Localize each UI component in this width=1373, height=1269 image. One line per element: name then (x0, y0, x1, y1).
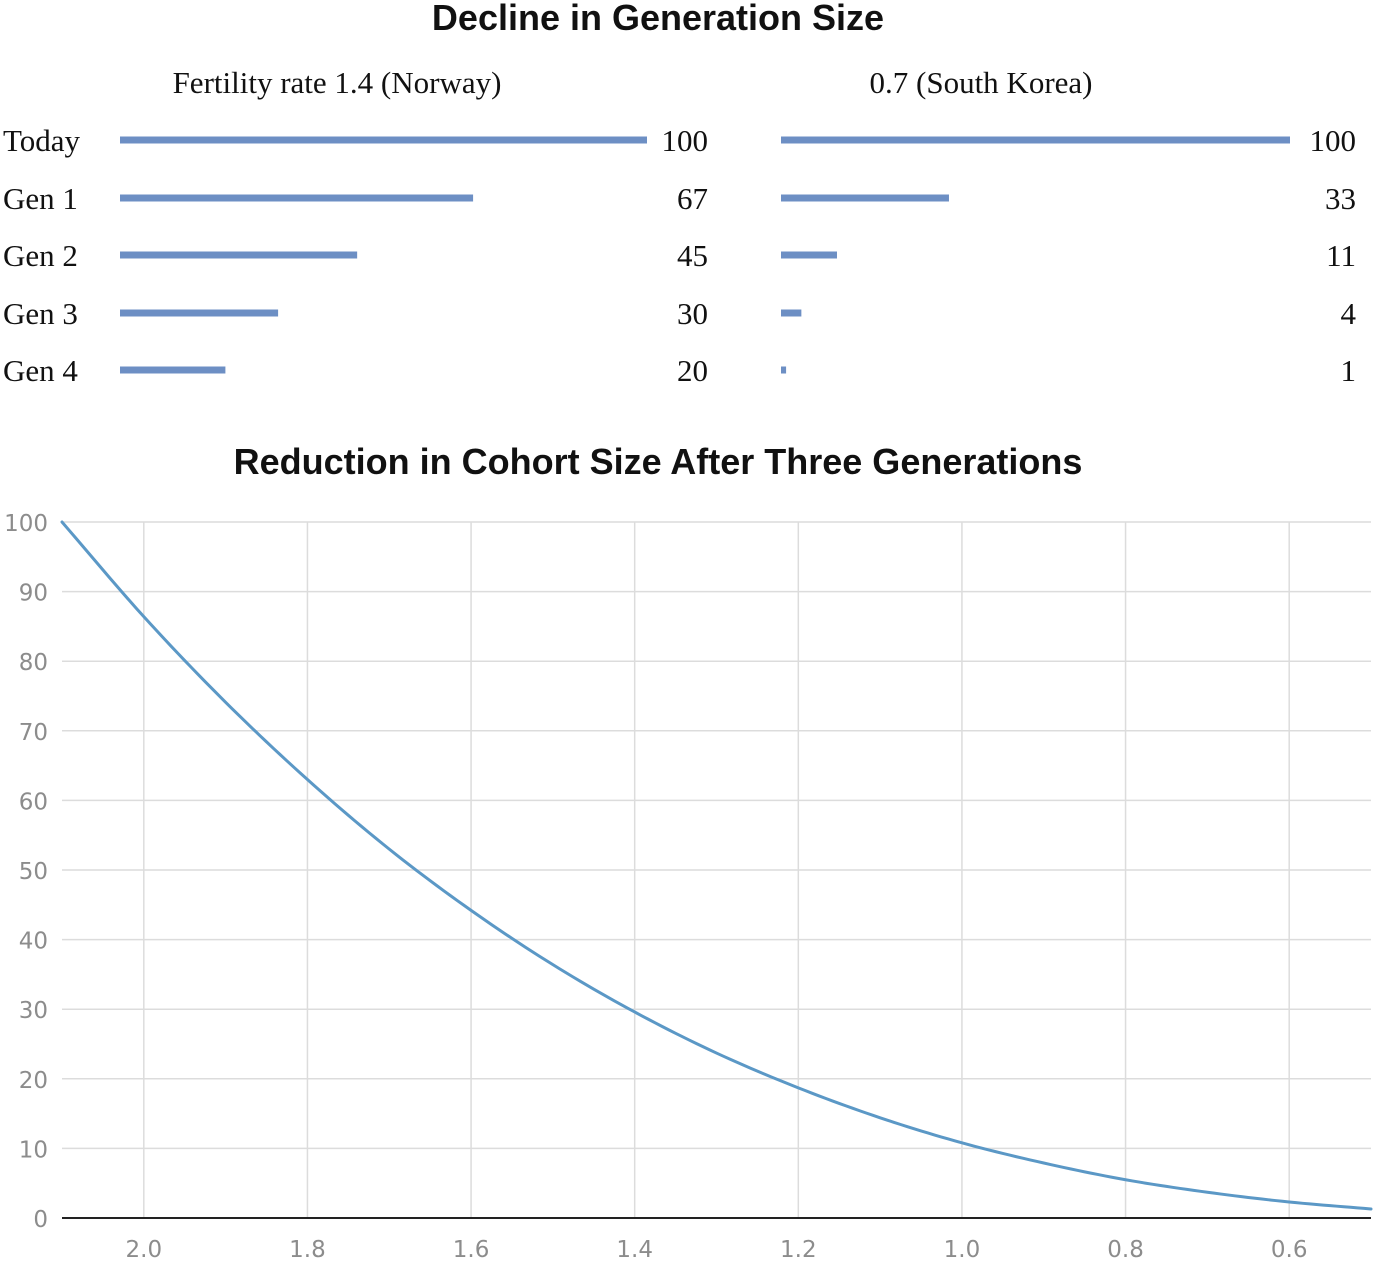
bar-value-label: 100 (1310, 123, 1357, 158)
x-tick-label: 0.8 (1107, 1237, 1144, 1263)
bar-value-label: 45 (677, 238, 708, 273)
y-tick-label: 100 (4, 511, 48, 537)
bar (781, 194, 949, 202)
y-tick-label: 10 (19, 1137, 48, 1163)
line-chart-title: Reduction in Cohort Size After Three Gen… (234, 441, 1083, 482)
line-layer (60, 520, 1373, 1211)
y-tick-label: 0 (33, 1207, 48, 1233)
category-label: Gen 1 (3, 181, 78, 216)
x-tick-label: 1.6 (453, 1237, 490, 1263)
y-tick-label: 90 (19, 581, 48, 607)
x-tick-label: 1.8 (289, 1237, 326, 1263)
y-tick-label: 50 (19, 859, 48, 885)
bar (120, 366, 226, 374)
bar (781, 136, 1290, 144)
category-label: Gen 2 (3, 238, 78, 273)
y-tick-label: 30 (19, 998, 48, 1024)
bar-value-label: 11 (1326, 238, 1356, 273)
bar (781, 309, 802, 317)
category-label: Today (3, 123, 81, 158)
x-tick-label: 1.4 (616, 1237, 653, 1263)
y-tick-label: 60 (19, 789, 48, 815)
x-tick-label: 2.0 (126, 1237, 163, 1263)
axes: 0 10 20 30 40 50 60 70 80 90 100 2.0 1.8 1.6 1.4 1.2 1.0… (4, 511, 1371, 1263)
x-tick-label: 0.6 (1271, 1237, 1308, 1263)
panel-label-norway: Fertility rate 1.4 (Norway) (173, 65, 502, 100)
y-tick-label: 80 (19, 650, 48, 676)
y-tick-label: 70 (19, 720, 48, 746)
bar (120, 309, 279, 317)
x-tick-label: 1.2 (780, 1237, 817, 1263)
bar (120, 136, 647, 144)
gridlines (62, 521, 1371, 1218)
bar-value-label: 20 (677, 353, 708, 388)
y-tick-label: 20 (19, 1068, 48, 1094)
bar (781, 366, 787, 374)
bar-value-label: 33 (1325, 181, 1356, 216)
y-tick-label: 40 (19, 929, 48, 955)
category-label: Gen 3 (3, 296, 78, 331)
bar-value-label: 67 (677, 181, 708, 216)
bar-layer: Today Gen 1 Gen 2 Gen 3 Gen 4 100 67 45 30 20 100 3… (3, 123, 1357, 388)
bar (120, 194, 474, 202)
x-tick-label: 1.0 (944, 1237, 981, 1263)
bar (120, 251, 358, 259)
bar (781, 251, 837, 259)
bar-value-label: 4 (1341, 296, 1357, 331)
bar-value-label: 1 (1341, 353, 1357, 388)
category-label: Gen 4 (3, 353, 78, 388)
panel-label-south-korea: 0.7 (South Korea) (870, 65, 1093, 100)
series-line (60, 520, 1373, 1211)
bar-value-label: 30 (677, 296, 708, 331)
bar-value-label: 100 (662, 123, 709, 158)
bar-chart-title: Decline in Generation Size (432, 0, 884, 38)
